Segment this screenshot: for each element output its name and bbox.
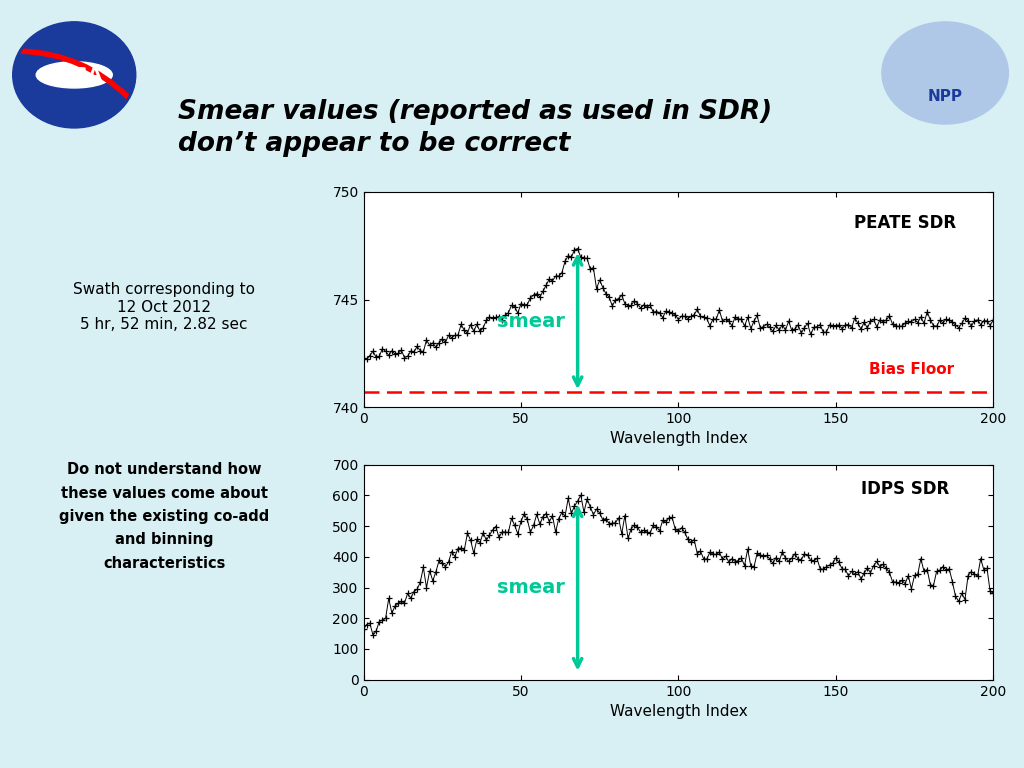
Text: don’t appear to be correct: don’t appear to be correct [178, 131, 570, 157]
Text: Smear values (reported as used in SDR): Smear values (reported as used in SDR) [178, 99, 772, 125]
Text: Bias Floor: Bias Floor [868, 362, 954, 377]
X-axis label: Wavelength Index: Wavelength Index [609, 704, 748, 719]
Text: NASA: NASA [46, 66, 102, 84]
Text: Do not understand how
these values come about
given the existing co-add
and binn: Do not understand how these values come … [59, 462, 269, 571]
Ellipse shape [36, 61, 113, 88]
Text: IDPS SDR: IDPS SDR [861, 480, 949, 498]
X-axis label: Wavelength Index: Wavelength Index [609, 432, 748, 446]
Text: PEATE SDR: PEATE SDR [854, 214, 956, 231]
FancyArrowPatch shape [22, 51, 128, 97]
Ellipse shape [882, 22, 1009, 124]
Circle shape [13, 22, 135, 127]
Text: smear: smear [498, 312, 565, 330]
Text: smear: smear [498, 578, 565, 597]
Text: NPP: NPP [928, 89, 963, 104]
Text: Swath corresponding to
12 Oct 2012
5 hr, 52 min, 2.82 sec: Swath corresponding to 12 Oct 2012 5 hr,… [73, 283, 255, 332]
